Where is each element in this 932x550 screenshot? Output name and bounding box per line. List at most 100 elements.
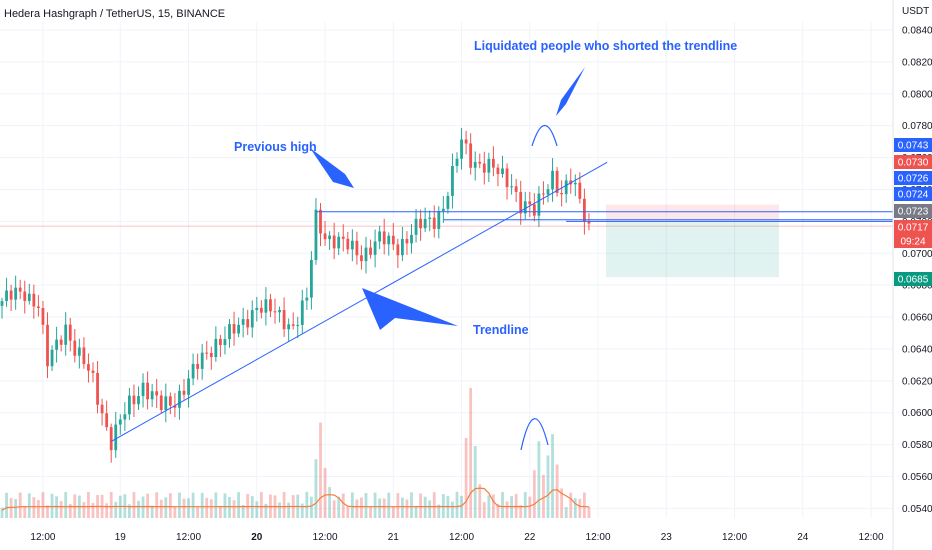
candle-body: [441, 208, 445, 211]
candle-body: [419, 218, 422, 229]
annotation-previous-high[interactable]: Previous high: [234, 140, 317, 154]
volume-bar: [437, 504, 441, 518]
volume-bar: [87, 492, 90, 518]
candle-body: [73, 340, 77, 356]
candle-body: [50, 349, 54, 367]
x-tick-label: 21: [388, 532, 400, 543]
volume-bar: [132, 492, 136, 518]
candle-body: [446, 195, 450, 209]
volume-bar: [246, 493, 250, 518]
volume-bar: [492, 494, 495, 518]
candle-body: [514, 186, 518, 192]
candle-body: [118, 419, 122, 425]
candle-body: [487, 158, 491, 173]
volume-bar: [428, 500, 432, 518]
volume-bar: [168, 493, 172, 518]
candle-body: [159, 395, 163, 410]
candle-body: [259, 307, 263, 313]
volume-bar: [232, 500, 236, 518]
candle-body: [378, 231, 382, 242]
volume-bar: [469, 388, 473, 518]
volume-bar: [310, 496, 313, 518]
candle-body: [141, 382, 145, 397]
candle-body: [451, 166, 454, 196]
volume-bar: [405, 499, 409, 518]
candle-body: [310, 260, 313, 298]
candle-body: [305, 297, 309, 301]
y-tick-label: 0.0680: [902, 281, 932, 292]
volume-bar: [369, 507, 372, 518]
volume-bar: [219, 506, 222, 518]
candle-body: [41, 307, 45, 325]
candle-body: [55, 339, 58, 350]
candle-body: [150, 391, 154, 400]
volume-bar: [18, 492, 22, 518]
candle-body: [27, 293, 31, 301]
price-tag: 0.0717: [898, 223, 929, 234]
price-tag-bg: [894, 220, 932, 234]
candle-body: [178, 390, 181, 408]
arrow-liquidated: [556, 67, 585, 116]
candle-body: [323, 233, 327, 240]
price-tag: 0.0724: [898, 190, 929, 201]
candle-body: [455, 158, 459, 167]
x-tick-label: 12:00: [449, 532, 474, 543]
candle-body: [587, 221, 591, 224]
price-tag-bg: [894, 234, 932, 248]
volume-bar: [496, 503, 500, 518]
volume-bar: [82, 502, 86, 518]
candle-body: [473, 161, 477, 168]
candle-body: [560, 192, 564, 195]
annotation-liquidated[interactable]: Liquidated people who shorted the trendl…: [474, 39, 737, 53]
candle-body: [401, 238, 404, 256]
y-tick-label: 0.0840: [902, 25, 932, 36]
candle-body: [410, 234, 413, 244]
candle-body: [46, 324, 49, 367]
candle-body: [396, 244, 400, 256]
volume-bar: [423, 496, 427, 518]
candle-body: [14, 287, 18, 300]
volume-bar: [278, 502, 281, 518]
drawings[interactable]: [0, 67, 893, 451]
volume-bar: [214, 492, 218, 518]
price-tag-bg: [894, 187, 932, 201]
candle-body: [187, 378, 190, 395]
volume-bar: [587, 506, 591, 518]
volume-bar: [473, 445, 477, 518]
candle-body: [269, 299, 272, 312]
candle-body: [528, 201, 532, 205]
trendline: [110, 161, 608, 442]
volume-bar: [414, 505, 418, 518]
candle-body: [523, 201, 527, 214]
volume-bar: [196, 507, 200, 518]
x-tick-label: 12:00: [586, 532, 611, 543]
volume-bar: [237, 492, 240, 518]
volume-bar: [205, 497, 209, 518]
volume-bar: [155, 492, 159, 518]
candle-body: [341, 236, 345, 239]
candle-body: [9, 290, 13, 300]
price-tag: 0.0730: [898, 158, 929, 169]
volume-bar: [410, 492, 413, 518]
arrow-trendline: [362, 288, 458, 330]
candle-body: [223, 339, 227, 346]
candle-body: [496, 167, 500, 174]
x-tick-label: 12:00: [30, 532, 55, 543]
candle-body: [296, 324, 300, 326]
candle-body: [114, 424, 118, 451]
volume-bar: [137, 500, 140, 518]
x-tick-label: 22: [524, 532, 536, 543]
volume-bar: [332, 500, 336, 518]
volume-bar: [146, 493, 149, 518]
volume-bar: [23, 506, 27, 518]
candle-body: [428, 217, 432, 219]
x-tick-label: 23: [661, 532, 673, 543]
annotation-trendline[interactable]: Trendline: [473, 323, 529, 337]
volume-bar: [50, 493, 54, 518]
candle-body: [551, 170, 554, 190]
volume-bar: [59, 501, 63, 518]
candle-body: [91, 370, 95, 373]
candle-body: [282, 310, 286, 330]
volume-bar: [191, 492, 195, 518]
